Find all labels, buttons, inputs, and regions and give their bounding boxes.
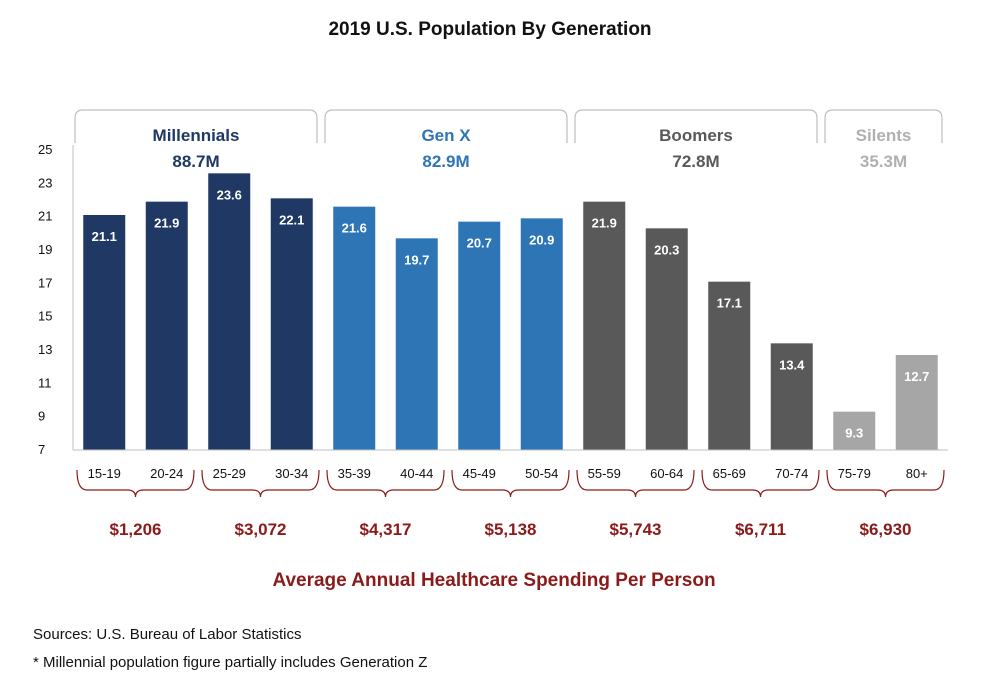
x-tick-label: 75-79 xyxy=(838,466,871,481)
generation-bracket xyxy=(574,109,818,143)
y-tick-label: 19 xyxy=(38,242,52,257)
bar-value-label: 21.9 xyxy=(592,216,617,231)
x-tick-label: 30-34 xyxy=(275,466,308,481)
bar-25-29 xyxy=(208,173,251,451)
generation-name: Boomers xyxy=(659,126,733,145)
bar-value-label: 23.6 xyxy=(217,187,242,202)
bar-value-label: 20.7 xyxy=(467,236,492,251)
bar-55-59 xyxy=(583,201,626,450)
x-tick-label: 20-24 xyxy=(150,466,183,481)
bar-70-74 xyxy=(770,343,813,450)
y-axis: 7 9 11 13 15 17 19 21 23 25 xyxy=(38,142,74,457)
bar-75-79 xyxy=(833,411,876,450)
generation-bracket xyxy=(324,109,568,143)
spending-value: $6,930 xyxy=(860,520,912,539)
generation-name: Gen X xyxy=(421,126,471,145)
spending-brackets: $1,206 $3,072 $4,317 $5,138 $5,743 $6,711 $6,9… xyxy=(76,469,945,539)
x-tick-label: 15-19 xyxy=(88,466,121,481)
bar-30-34 xyxy=(270,198,313,450)
x-axis: 15-19 20-24 25-29 30-34 35-39 40-44 45-49 50-54… xyxy=(73,449,948,481)
spending-value: $5,138 xyxy=(485,520,537,539)
sources-note: Sources: U.S. Bureau of Labor Statistics xyxy=(33,626,302,643)
spending-brace xyxy=(201,469,320,498)
chart-title: 2019 U.S. Population By Generation xyxy=(328,19,651,40)
y-tick-label: 21 xyxy=(38,209,52,224)
y-tick-label: 17 xyxy=(38,275,52,290)
bar-value-label: 20.9 xyxy=(529,232,554,247)
generation-population: 72.8M xyxy=(672,152,719,171)
generation-brackets: Millennials 88.7M Gen X 82.9M Boomers 72.8M Si… xyxy=(74,109,943,171)
spending-brace xyxy=(826,469,945,498)
spending-value: $6,711 xyxy=(735,520,786,539)
x-tick-label: 35-39 xyxy=(338,466,371,481)
bar-65-69 xyxy=(708,281,751,450)
bars: 21.1 21.9 23.6 22.1 21.6 19.7 20.7 20.9 21.9 20.3… xyxy=(83,173,938,451)
generation-population: 88.7M xyxy=(172,152,219,171)
x-tick-label: 70-74 xyxy=(775,466,808,481)
generation-population: 82.9M xyxy=(422,152,469,171)
bar-80+ xyxy=(895,355,938,450)
y-tick-label: 23 xyxy=(38,175,52,190)
bar-value-label: 19.7 xyxy=(404,252,429,267)
y-tick-label: 15 xyxy=(38,309,52,324)
x-tick-label: 50-54 xyxy=(525,466,558,481)
generation-bracket xyxy=(74,109,318,143)
spending-value: $1,206 xyxy=(110,520,162,539)
bar-value-label: 13.4 xyxy=(779,357,805,372)
footnote: * Millennial population figure partially… xyxy=(33,654,428,671)
x-tick-label: 25-29 xyxy=(213,466,246,481)
x-tick-label: 60-64 xyxy=(650,466,683,481)
x-tick-label: 80+ xyxy=(906,466,928,481)
bar-value-label: 20.3 xyxy=(654,242,679,257)
generation-population: 35.3M xyxy=(860,152,907,171)
y-tick-label: 7 xyxy=(38,442,45,457)
x-tick-label: 55-59 xyxy=(588,466,621,481)
bar-45-49 xyxy=(458,221,501,450)
bar-value-label: 22.1 xyxy=(279,212,304,227)
y-tick-label: 13 xyxy=(38,342,52,357)
bar-value-label: 9.3 xyxy=(845,426,863,441)
y-tick-label: 11 xyxy=(38,375,52,390)
bar-value-label: 21.6 xyxy=(342,221,367,236)
spending-brace xyxy=(576,469,695,498)
y-tick-label: 25 xyxy=(38,142,52,157)
bar-35-39 xyxy=(333,206,376,450)
bar-20-24 xyxy=(145,201,188,450)
bar-value-label: 21.1 xyxy=(92,229,117,244)
y-tick-label: 9 xyxy=(38,409,45,424)
bar-40-44 xyxy=(395,238,438,450)
x-tick-label: 45-49 xyxy=(463,466,496,481)
spending-value: $4,317 xyxy=(360,520,412,539)
spending-brace xyxy=(326,469,445,498)
spending-title: Average Annual Healthcare Spending Per P… xyxy=(272,570,715,591)
spending-value: $3,072 xyxy=(235,520,287,539)
bar-15-19 xyxy=(83,215,126,450)
generation-name: Silents xyxy=(856,126,912,145)
bar-value-label: 17.1 xyxy=(717,296,742,311)
x-tick-label: 40-44 xyxy=(400,466,433,481)
generation-bracket xyxy=(824,109,943,143)
spending-brace xyxy=(701,469,820,498)
spending-value: $5,743 xyxy=(610,520,662,539)
bar-50-54 xyxy=(520,218,563,450)
bar-value-label: 12.7 xyxy=(904,369,929,384)
bar-value-label: 21.9 xyxy=(154,216,179,231)
spending-brace xyxy=(451,469,570,498)
spending-brace xyxy=(76,469,195,498)
x-tick-label: 65-69 xyxy=(713,466,746,481)
bar-60-64 xyxy=(645,228,688,450)
generation-name: Millennials xyxy=(153,126,240,145)
